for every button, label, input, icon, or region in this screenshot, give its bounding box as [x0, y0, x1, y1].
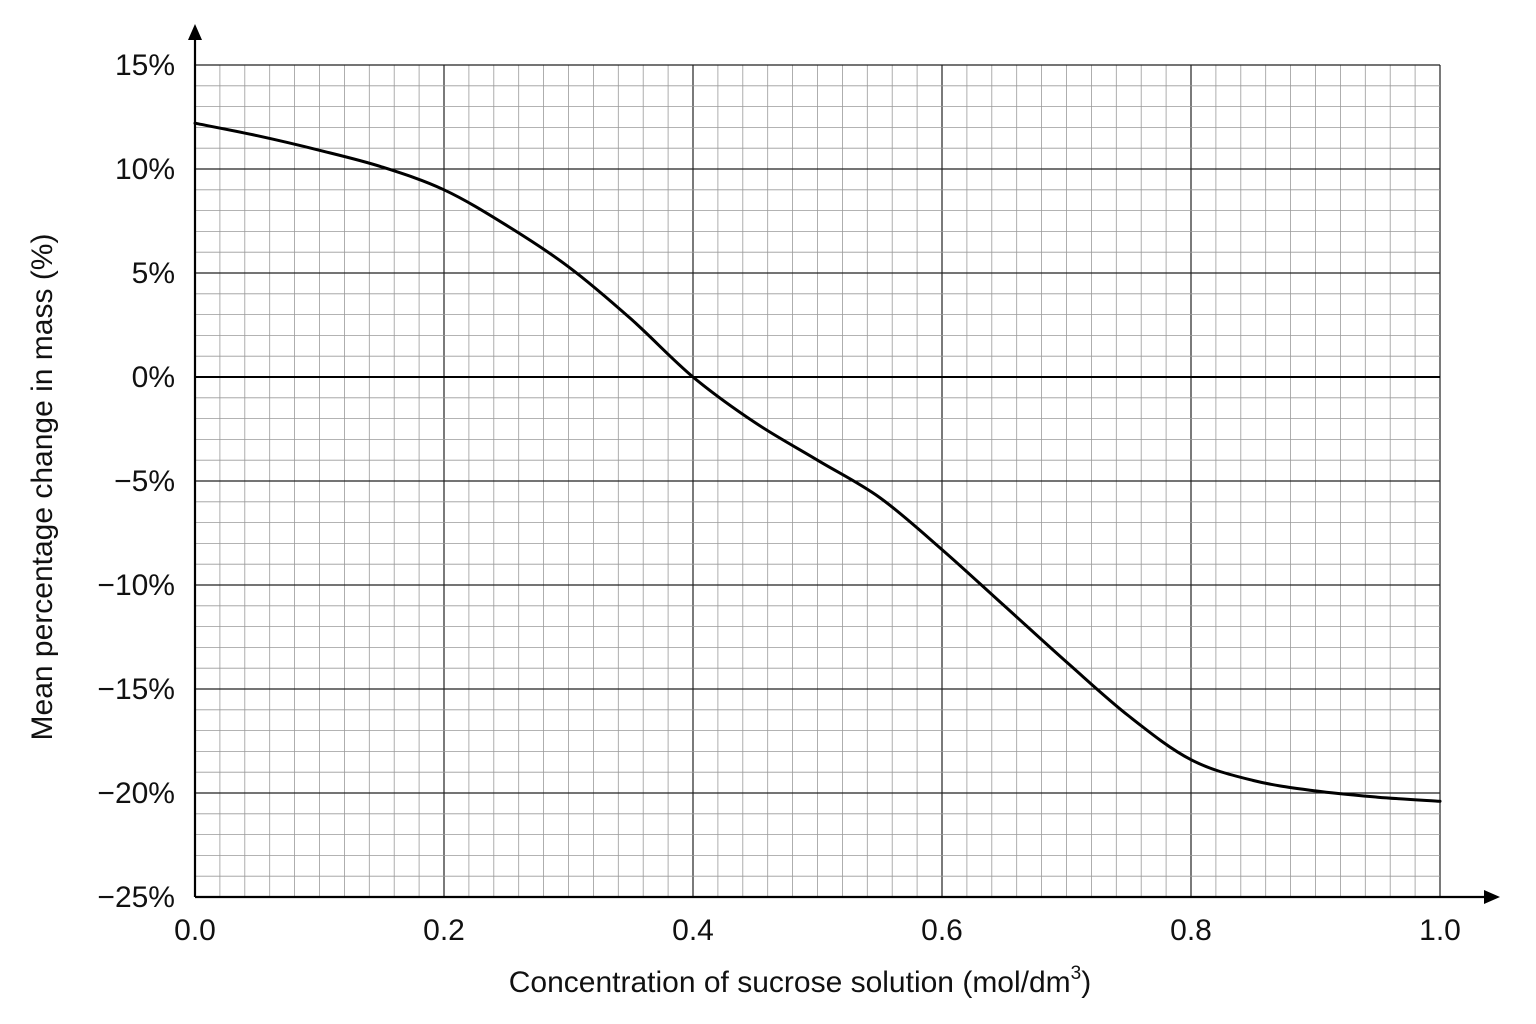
y-tick-label: 0% [132, 361, 175, 394]
x-tick-label: 1.0 [1419, 914, 1461, 947]
series-line [193, 121, 1442, 803]
x-tick-label: 0.4 [672, 914, 714, 947]
y-axis-arrowhead [188, 24, 202, 40]
x-tick-label: 0.0 [174, 914, 216, 947]
x-axis-title-main: Concentration of sucrose solution (mol/d… [509, 966, 1071, 999]
x-axis-title-end: ) [1081, 966, 1091, 999]
y-tick-label: −15% [97, 673, 175, 706]
x-axis-arrowhead [1484, 890, 1500, 904]
y-tick-label: 5% [132, 257, 175, 290]
x-axis-title: Concentration of sucrose solution (mol/d… [509, 963, 1092, 999]
axes [188, 24, 1500, 904]
x-tick-label: 0.2 [423, 914, 465, 947]
y-tick-label: −5% [114, 465, 175, 498]
y-axis-title: Mean percentage change in mass (%) [26, 234, 59, 741]
x-tick-label: 0.6 [921, 914, 963, 947]
tick-labels: 0.0 0.2 0.4 0.6 0.8 1.0 15% 10% 5% 0% −5% −10% −15% −… [97, 49, 1460, 947]
y-tick-label: −25% [97, 881, 175, 914]
x-axis-title-superscript: 3 [1071, 963, 1082, 984]
grid [194, 64, 1441, 898]
y-tick-label: −10% [97, 569, 175, 602]
x-tick-label: 0.8 [1170, 914, 1212, 947]
y-tick-label: −20% [97, 777, 175, 810]
y-tick-label: 10% [115, 153, 175, 186]
y-tick-label: 15% [115, 49, 175, 82]
